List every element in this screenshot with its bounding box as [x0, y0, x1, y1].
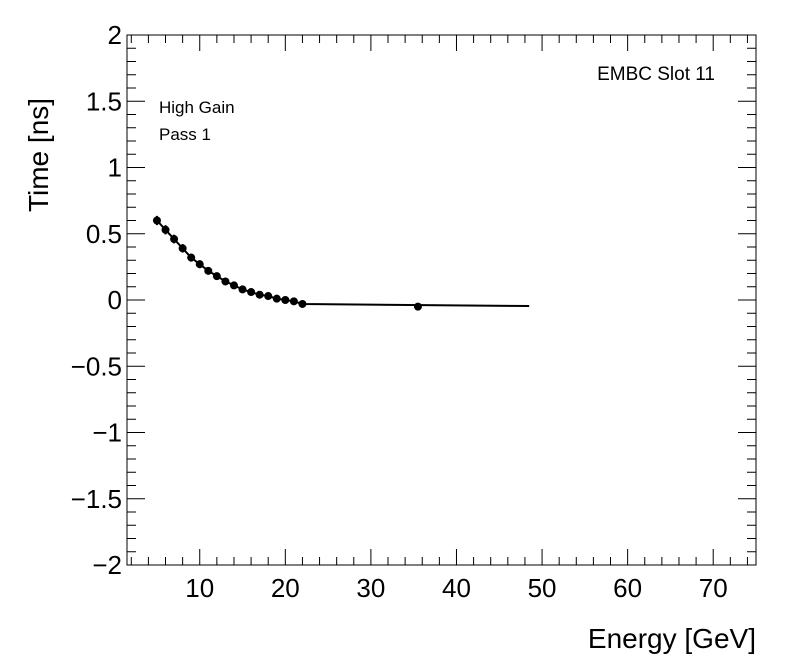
x-tick-label: 20: [271, 573, 300, 603]
data-point: [255, 290, 264, 299]
x-tick-label: 10: [185, 573, 214, 603]
data-marker: [221, 277, 230, 286]
x-tick-labels: 10 20 30 40 50 60 70: [185, 573, 727, 603]
x-axis-title: Energy [GeV]: [588, 623, 756, 654]
y-tick-label: −0.5: [71, 351, 122, 381]
data-marker: [272, 294, 281, 303]
data-marker: [255, 290, 264, 299]
data-point: [281, 296, 290, 304]
data-marker: [247, 288, 256, 297]
data-marker: [264, 292, 273, 301]
data-point: [298, 299, 307, 308]
y-tick-label: −1.5: [71, 484, 122, 514]
y-tick-labels: −2 −1.5 −1 −0.5 0 0.5 1 1.5 2: [71, 20, 122, 580]
data-marker: [170, 235, 179, 244]
data-marker: [281, 296, 290, 304]
data-point: [238, 285, 247, 294]
data-point: [170, 234, 179, 244]
y-tick-label: 0: [108, 285, 122, 315]
x-tick-label: 70: [699, 573, 728, 603]
data-points: [152, 215, 422, 311]
data-marker: [413, 302, 422, 311]
y-tick-label: 1: [108, 153, 122, 183]
y-tick-label: −2: [92, 550, 122, 580]
fit-curve: [156, 219, 530, 307]
y-axis-title: Time [ns]: [23, 98, 54, 212]
y-tick-label: 0.5: [86, 219, 122, 249]
data-marker: [229, 281, 238, 290]
x-tick-label: 60: [613, 573, 642, 603]
data-marker: [195, 260, 204, 269]
y-tick-label: −1: [92, 418, 122, 448]
annotation-pass: Pass 1: [159, 125, 211, 144]
data-point: [161, 225, 170, 235]
data-point: [195, 260, 204, 269]
data-marker: [289, 297, 298, 306]
x-tick-label: 30: [356, 573, 385, 603]
annotation-slot: EMBC Slot 11: [597, 64, 715, 85]
data-marker: [204, 266, 213, 275]
y-tick-label: 1.5: [86, 86, 122, 116]
data-point: [152, 215, 161, 226]
data-marker: [238, 285, 247, 294]
data-point: [413, 302, 422, 311]
data-marker: [178, 244, 187, 253]
data-point: [221, 277, 230, 286]
data-marker: [187, 253, 196, 262]
data-marker: [298, 299, 307, 308]
annotation-gain: High Gain: [159, 98, 235, 117]
data-point: [289, 297, 298, 306]
x-tick-label: 50: [528, 573, 557, 603]
data-point: [272, 294, 281, 303]
y-tick-label: 2: [108, 20, 122, 50]
x-tick-label: 40: [442, 573, 471, 603]
data-point: [212, 272, 221, 281]
data-point: [187, 253, 196, 262]
data-marker: [212, 272, 221, 281]
data-point: [247, 288, 256, 297]
fit-line: [156, 219, 530, 307]
data-point: [264, 292, 273, 301]
axis-ticks: [127, 34, 756, 566]
data-point: [229, 281, 238, 290]
data-marker: [161, 225, 170, 234]
data-point: [178, 244, 187, 253]
data-marker: [152, 216, 161, 225]
data-point: [204, 266, 213, 275]
